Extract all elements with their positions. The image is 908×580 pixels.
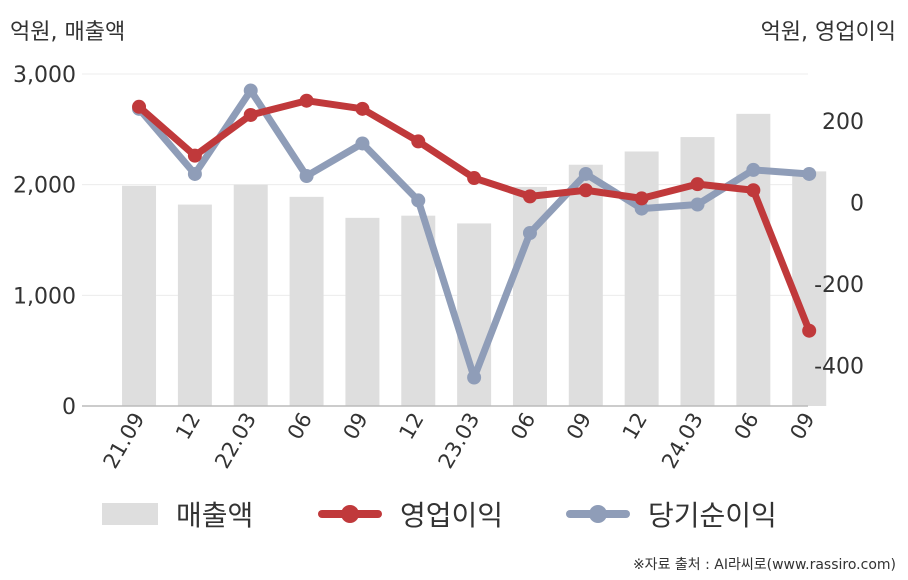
revenue-bar <box>289 196 324 406</box>
operating-profit-point <box>411 134 426 149</box>
net-income-point <box>355 136 370 151</box>
revenue-bar <box>345 217 380 406</box>
x-axis-ticks: 21.09 12 22.03 06 09 12 23.03 06 09 12 24.03 06 09 <box>99 409 820 473</box>
line-series <box>132 83 817 385</box>
legend-item-net-income: 당기순이익 <box>566 492 777 536</box>
right-tick-label: -200 <box>814 273 864 298</box>
x-tick-label: 06 <box>730 409 764 444</box>
revenue-bar <box>736 113 771 406</box>
net-income-point <box>187 166 202 181</box>
legend-label-revenue: 매출액 <box>176 499 254 532</box>
right-tick-label: 0 <box>850 191 864 216</box>
net-income-point <box>634 201 649 216</box>
left-tick-label: 1,000 <box>13 284 76 309</box>
right-tick-label: -400 <box>814 354 864 379</box>
revenue-bar <box>792 171 827 406</box>
revenue-bar <box>233 184 268 406</box>
right-axis-ticks: -400 -200 0 200 <box>814 110 864 379</box>
legend-swatch-net-income <box>566 494 630 534</box>
x-tick-label: 12 <box>618 409 652 444</box>
left-tick-label: 3,000 <box>13 63 76 88</box>
net-income-point <box>802 166 817 181</box>
revenue-bar <box>122 185 157 406</box>
operating-profit-point <box>132 99 147 114</box>
left-axis-unit: 억원, 매출액 <box>10 20 126 45</box>
legend-item-revenue: 매출액 <box>102 492 253 536</box>
x-tick-label: 23.03 <box>434 409 485 473</box>
operating-profit-point <box>355 101 370 116</box>
x-tick-label: 09 <box>339 409 373 444</box>
source-note: ※자료 출처 : AI라씨로(www.rassiro.com) <box>632 557 896 573</box>
operating-profit-point <box>467 171 482 186</box>
revenue-bar <box>177 204 212 406</box>
net-income-point <box>411 193 426 208</box>
net-income-point <box>578 166 593 181</box>
left-tick-label: 2,000 <box>13 174 76 199</box>
legend-swatch-operating-profit <box>318 494 382 534</box>
x-tick-label: 06 <box>506 409 540 444</box>
operating-profit-point <box>802 323 817 338</box>
left-axis-ticks: 0 1,000 2,000 3,000 <box>13 63 76 420</box>
right-tick-label: 200 <box>822 110 864 135</box>
legend-swatch-revenue <box>102 503 158 525</box>
x-tick-label: 06 <box>283 409 317 444</box>
net-income-point <box>690 197 705 212</box>
x-tick-label: 24.03 <box>657 409 708 473</box>
revenue-bar <box>568 164 603 406</box>
bar-series <box>122 113 827 406</box>
legend-label-operating-profit: 영업이익 <box>400 499 504 532</box>
x-tick-label: 22.03 <box>210 409 261 473</box>
net-income-point <box>243 83 258 98</box>
revenue-bar <box>624 151 659 406</box>
legend-label-net-income: 당기순이익 <box>648 499 777 532</box>
left-tick-label: 0 <box>62 395 76 420</box>
operating-profit-point <box>187 148 202 163</box>
operating-profit-point <box>690 177 705 192</box>
operating-profit-point <box>299 93 314 108</box>
right-axis-unit: 억원, 영업이익 <box>760 20 896 45</box>
operating-profit-point <box>578 183 593 198</box>
net-income-point <box>522 226 537 240</box>
x-tick-label: 12 <box>394 409 428 444</box>
net-income-point <box>299 169 314 184</box>
legend-item-operating-profit: 영업이익 <box>318 492 503 536</box>
net-income-point <box>746 162 761 177</box>
operating-profit-point <box>243 107 258 122</box>
x-tick-label: 21.09 <box>99 409 150 473</box>
x-tick-label: 09 <box>785 409 819 444</box>
x-tick-label: 09 <box>562 409 596 444</box>
operating-profit-point <box>634 191 649 206</box>
operating-profit-point <box>746 183 761 198</box>
operating-profit-point <box>522 189 537 204</box>
net-income-point <box>467 370 482 385</box>
x-tick-label: 12 <box>171 409 205 444</box>
